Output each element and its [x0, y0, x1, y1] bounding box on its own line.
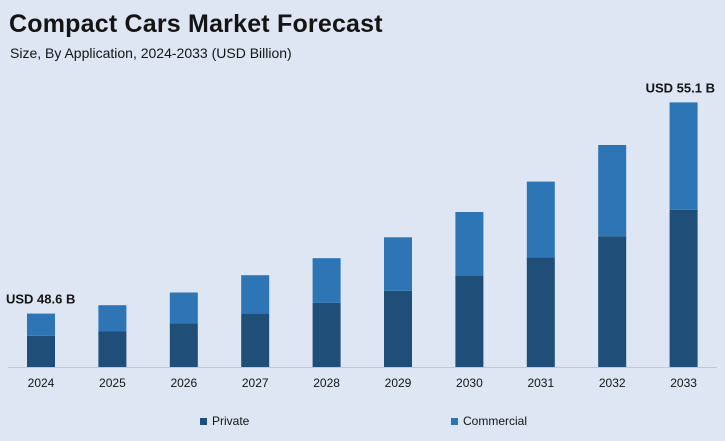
bar-private-2025 [98, 331, 127, 367]
bar-private-2033 [669, 209, 698, 367]
legend-item-private: Private [200, 414, 249, 428]
x-tick-label-2029: 2029 [385, 376, 412, 390]
bar-private-2026 [169, 323, 198, 367]
bar-commercial-2028 [312, 258, 341, 303]
bar-commercial-2027 [241, 275, 270, 314]
data-label-2024: USD 48.6 B [6, 292, 75, 307]
legend-swatch-commercial [451, 417, 458, 425]
x-tick-label-2025: 2025 [99, 376, 126, 390]
bar-private-2030 [455, 275, 484, 367]
bar-commercial-2030 [455, 212, 484, 276]
x-tick-label-2032: 2032 [599, 376, 626, 390]
bar-private-2028 [312, 302, 341, 367]
legend-swatch-private [200, 417, 207, 425]
bar-commercial-2029 [384, 237, 412, 291]
bar-commercial-2032 [598, 145, 627, 237]
bar-private-2032 [598, 236, 627, 367]
data-label-2033: USD 55.1 B [646, 80, 715, 95]
bar-commercial-2025 [98, 305, 127, 332]
bar-commercial-2026 [169, 292, 198, 324]
bar-commercial-2031 [526, 181, 555, 258]
bar-private-2029 [384, 290, 412, 367]
legend-label-private: Private [212, 414, 250, 428]
x-tick-label-2024: 2024 [28, 376, 55, 390]
legend-item-commercial: Commercial [451, 414, 527, 428]
x-tick-label-2033: 2033 [670, 376, 697, 390]
x-tick-label-2026: 2026 [170, 376, 197, 390]
x-tick-label-2030: 2030 [456, 376, 483, 390]
bar-private-2031 [526, 257, 555, 367]
x-tick-label-2031: 2031 [527, 376, 554, 390]
chart-title: Compact Cars Market Forecast [9, 10, 383, 38]
chart-subtitle: Size, By Application, 2024-2033 (USD Bil… [10, 45, 292, 61]
legend: Private Commercial [0, 414, 725, 430]
x-tick-label-2027: 2027 [242, 376, 269, 390]
bar-private-2027 [241, 313, 270, 367]
legend-label-commercial: Commercial [463, 414, 528, 428]
bar-private-2024 [27, 335, 55, 367]
x-tick-label-2028: 2028 [313, 376, 340, 390]
bar-commercial-2024 [27, 313, 55, 336]
bar-commercial-2033 [669, 102, 698, 210]
